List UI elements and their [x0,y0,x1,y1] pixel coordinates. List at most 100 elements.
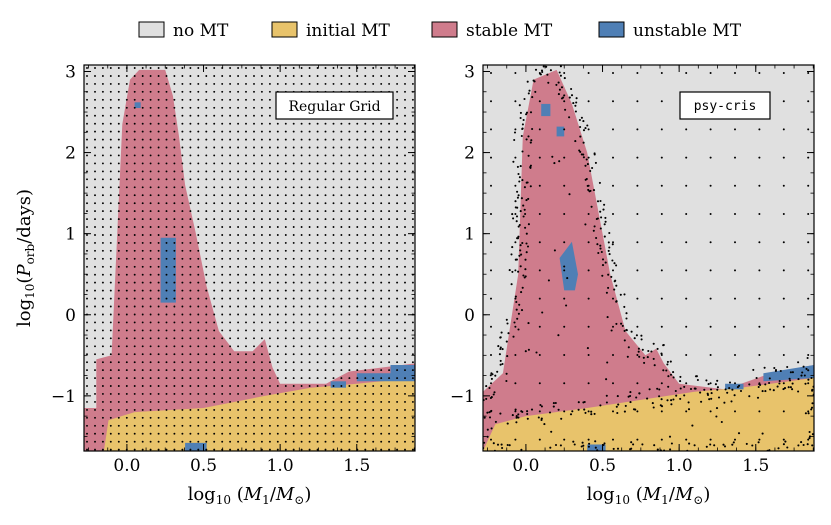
sample-point [189,138,192,141]
sample-point [584,223,587,226]
sample-point [380,226,383,228]
sample-point [253,170,255,173]
sample-point [181,329,184,332]
sample-point [229,226,232,228]
sample-point [496,443,500,446]
sample-point [364,170,367,173]
sample-point [308,369,311,372]
sample-point [607,241,610,244]
sample-point [189,249,192,252]
sample-point [411,146,414,149]
sample-point [245,345,247,348]
sample-point [411,234,414,236]
sample-point [229,273,232,276]
sample-point [173,416,176,419]
sample-point [181,210,184,213]
sample-point [157,234,160,236]
sample-point [764,383,767,386]
sample-point [340,361,343,364]
sample-point [149,305,152,308]
sample-point [141,305,144,308]
sample-point [332,369,335,372]
sample-point [213,424,216,427]
sample-point [332,289,335,292]
sample-point [340,440,343,443]
sample-point [173,305,176,308]
sample-point [157,146,160,149]
sample-point [173,392,176,395]
sample-point [268,392,271,395]
y-tick-label: 0 [464,306,475,326]
sample-point [388,416,391,419]
sample-point [197,98,200,101]
sample-point [149,400,152,403]
sample-point [125,353,128,356]
sample-point [666,399,669,402]
x-tick-label: 0.0 [113,456,140,476]
sample-point [253,162,255,165]
sample-point [411,162,414,165]
sample-point [133,448,136,451]
sample-point [157,154,160,157]
sample-point [629,391,632,394]
sample-point [316,432,319,435]
sample-point [797,378,800,381]
sample-point [229,369,232,372]
sample-point [340,305,343,308]
sample-point [157,75,160,77]
sample-point [109,241,112,244]
sample-point [268,408,271,411]
sample-point [149,385,152,387]
sample-point [660,213,663,215]
sample-point [109,305,112,308]
sample-point [552,405,555,408]
sample-point [221,265,224,268]
sample-point [237,273,240,276]
sample-point [521,179,524,182]
sample-point [660,269,663,272]
sample-point [149,329,152,332]
sample-point [520,134,523,138]
sample-point [149,210,152,213]
sample-point [181,305,184,308]
sample-point [324,369,327,372]
sample-point [229,106,232,109]
sample-point [109,194,112,197]
sample-point [181,289,184,292]
sample-point [86,385,88,387]
sample-point [94,98,96,101]
sample-point [807,213,810,215]
region-unstable-mt [559,241,578,291]
sample-point [173,186,176,189]
sample-point [516,190,519,193]
plot-frame [83,64,416,452]
sample-point [613,280,616,283]
sample-point [332,202,335,205]
sample-point [517,312,520,315]
sample-point [396,408,399,411]
sample-point [372,392,375,395]
sample-point [670,403,673,406]
sample-point [141,67,144,69]
sample-point [165,138,168,141]
sample-point [802,443,805,447]
sample-point [101,106,104,109]
sample-point [276,257,279,260]
sample-point [706,392,709,395]
sample-point [260,178,263,181]
sample-point [511,246,514,249]
sample-point [636,100,639,103]
sample-point [364,202,367,205]
sample-point [165,75,168,77]
sample-point [149,186,152,189]
sample-point [189,114,192,117]
sample-point [636,354,639,356]
sample-point [205,265,208,268]
sample-point [521,123,524,126]
sample-point [260,377,263,380]
sample-point [563,438,566,441]
sample-point [260,138,263,141]
sample-point [165,416,168,419]
sample-point [372,369,375,372]
sample-point [149,361,152,364]
